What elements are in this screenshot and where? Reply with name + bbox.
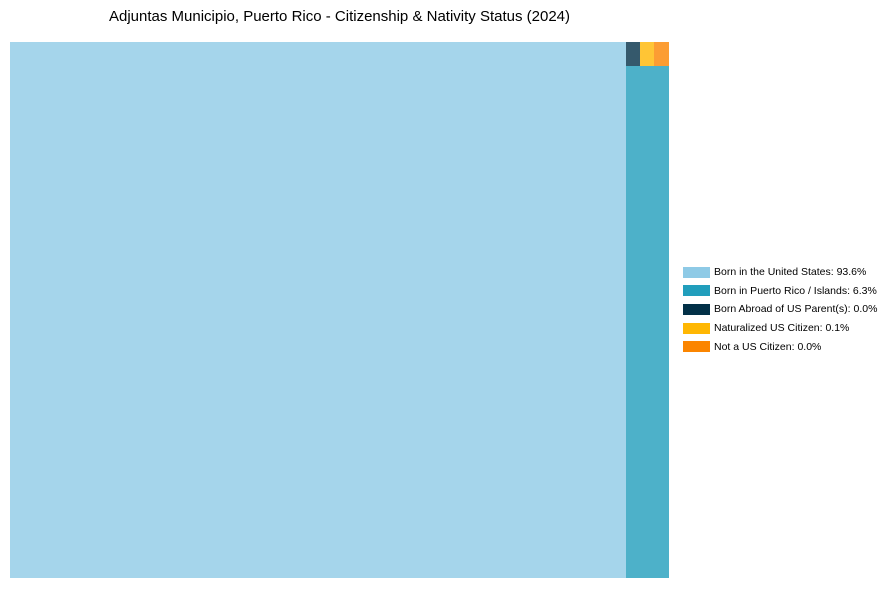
legend-label: Born in the United States: 93.6% (714, 266, 867, 279)
legend-swatch (683, 303, 710, 315)
legend-item: Not a US Citizen: 0.0% (683, 337, 877, 356)
treemap-tile (10, 42, 626, 578)
legend-item: Born in the United States: 93.6% (683, 263, 877, 282)
legend-label: Born Abroad of US Parent(s): 0.0% (714, 303, 878, 316)
legend-label: Not a US Citizen: 0.0% (714, 340, 822, 353)
legend-item: Born in Puerto Rico / Islands: 6.3% (683, 282, 877, 301)
treemap-tile (625, 66, 669, 578)
legend-swatch (683, 285, 710, 297)
treemap-tile (639, 42, 655, 67)
legend-swatch (683, 266, 710, 278)
legend: Born in the United States: 93.6% Born in … (683, 263, 877, 356)
chart-title: Adjuntas Municipio, Puerto Rico - Citize… (108, 8, 571, 25)
legend-swatch (683, 341, 710, 353)
treemap-tile (625, 42, 640, 67)
legend-item: Born Abroad of US Parent(s): 0.0% (683, 300, 877, 319)
legend-swatch (683, 322, 710, 334)
legend-label: Naturalized US Citizen: 0.1% (714, 322, 850, 335)
legend-item: Naturalized US Citizen: 0.1% (683, 319, 877, 338)
treemap-plot (10, 42, 669, 578)
treemap-tile (654, 42, 669, 67)
legend-label: Born in Puerto Rico / Islands: 6.3% (714, 284, 877, 297)
